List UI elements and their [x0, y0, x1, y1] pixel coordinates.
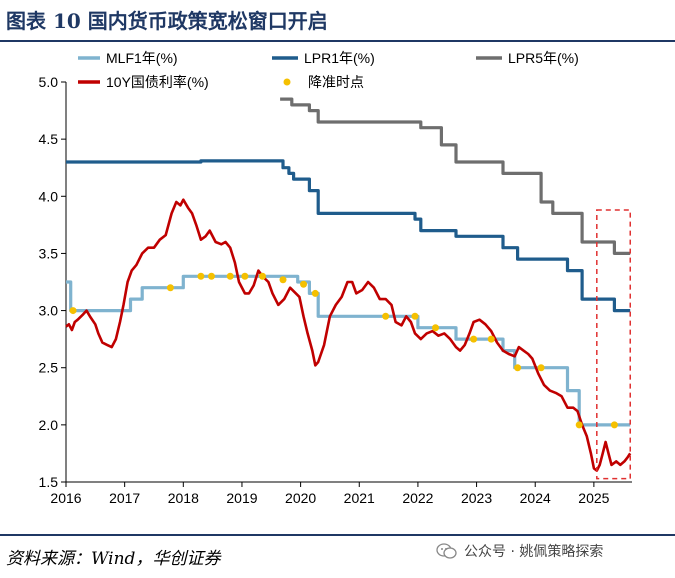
series-line-cgb10 [65, 198, 632, 472]
legend-label-lpr5: LPR5年(%) [508, 50, 579, 66]
top-rule [0, 40, 675, 42]
y-tick-label: 1.5 [39, 474, 59, 490]
y-tick-label: 3.5 [39, 245, 59, 261]
cut-point [279, 276, 287, 284]
cut-point [514, 364, 522, 372]
legend-label-cut: 降准时点 [308, 74, 364, 90]
cut-point [432, 324, 440, 332]
cut-point [382, 312, 390, 320]
highlight-box [596, 209, 631, 480]
x-tick-label: 2019 [226, 490, 257, 506]
cut-point [411, 312, 419, 320]
wechat-icon [436, 543, 457, 559]
cut-points [69, 272, 618, 429]
watermark-text: 公众号 · 姚佩策略探索 [464, 544, 604, 560]
series-line-mlf [66, 274, 631, 427]
x-ticks: 2016 2017 2018 2019 2020 2021 2022 2023 2024 2025 [50, 482, 610, 506]
legend-item-mlf: MLF1年(%) [78, 50, 178, 66]
x-tick-label: 2021 [344, 490, 375, 506]
cut-point [537, 364, 545, 372]
series-lines [65, 97, 632, 472]
cut-point [241, 272, 249, 280]
x-tick-label: 2025 [578, 490, 609, 506]
cut-point [226, 272, 234, 280]
cut-point [197, 272, 205, 280]
legend-item-lpr1: LPR1年(%) [272, 50, 375, 66]
bottom-rule [0, 534, 675, 536]
cut-point [311, 289, 319, 297]
series-line-lpr5 [280, 97, 631, 255]
y-tick-label: 5.0 [39, 74, 59, 90]
cut-point [610, 421, 618, 429]
x-tick-label: 2022 [402, 490, 433, 506]
legend: MLF1年(%) LPR1年(%) LPR5年(%) 10Y国债利率(%) 降准… [78, 50, 579, 90]
figure-header: 图表 10 国内货币政策宽松窗口开启 [0, 0, 675, 40]
legend-label-cgb10: 10Y国债利率(%) [106, 74, 209, 90]
cut-point [470, 335, 478, 343]
cut-point [166, 284, 174, 292]
x-tick-label: 2024 [520, 490, 551, 506]
y-tick-label: 4.5 [39, 131, 59, 147]
cut-point [207, 272, 215, 280]
x-tick-label: 2023 [461, 490, 492, 506]
legend-item-cgb10: 10Y国债利率(%) [78, 74, 209, 90]
legend-item-cut: 降准时点 [283, 74, 364, 90]
source-note: 资料来源：Wind，华创证券 [6, 549, 221, 569]
watermark: 公众号 · 姚佩策略探索 [436, 541, 603, 561]
cut-point [575, 421, 583, 429]
cut-point [487, 335, 495, 343]
legend-swatch-cut [283, 78, 291, 86]
legend-label-mlf: MLF1年(%) [106, 50, 178, 66]
cut-point [258, 272, 266, 280]
y-tick-label: 2.5 [39, 360, 59, 376]
x-tick-label: 2020 [285, 490, 316, 506]
y-ticks: 1.5 2.0 2.5 3.0 3.5 4.0 4.5 5.0 [39, 74, 66, 490]
x-tick-label: 2018 [168, 490, 199, 506]
chart: 1.52.02.53.03.54.04.55.0 2016 2017 2018 201… [39, 50, 632, 506]
x-tick-label: 2017 [109, 490, 140, 506]
y-tick-label: 3.0 [39, 303, 59, 319]
series-line-lpr1 [66, 159, 631, 313]
legend-item-lpr5: LPR5年(%) [476, 50, 579, 66]
y-tick-label: 2.0 [39, 417, 59, 433]
legend-label-lpr1: LPR1年(%) [304, 50, 375, 66]
cut-point [69, 307, 77, 315]
x-tick-label: 2016 [50, 490, 81, 506]
y-tick-label: 4.0 [39, 188, 59, 204]
figure-title: 图表 10 国内货币政策宽松窗口开启 [6, 9, 328, 33]
cut-point [300, 280, 308, 288]
